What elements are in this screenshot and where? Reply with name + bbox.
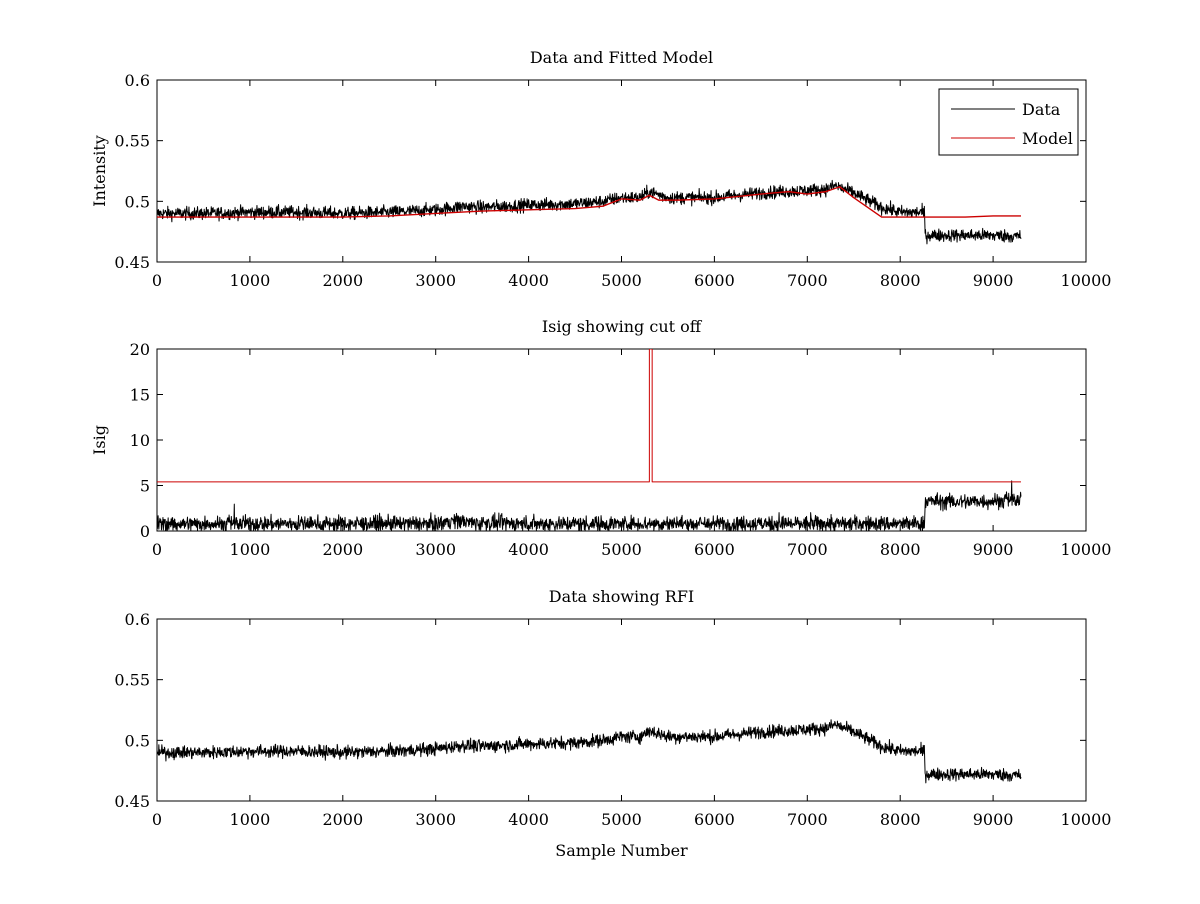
series-group xyxy=(157,719,1022,784)
y-axis-label: Intensity xyxy=(90,135,109,207)
series-line-1 xyxy=(157,480,1022,531)
x-tick-label: 3000 xyxy=(415,810,456,829)
x-tick-label: 1000 xyxy=(230,540,271,559)
x-tick-label: 10000 xyxy=(1061,540,1112,559)
chart-title: Isig showing cut off xyxy=(542,317,703,336)
legend: Data Model xyxy=(938,88,1079,156)
x-tick-label: 5000 xyxy=(601,540,642,559)
series-line-1 xyxy=(157,719,1022,784)
x-tick-label: 3000 xyxy=(415,271,456,290)
series-line-data xyxy=(157,179,1022,245)
x-tick-label: 5000 xyxy=(601,810,642,829)
subplot-2: 0 1000 2000 3000 4000 5000 6000 7000 8000 9000 100… xyxy=(90,317,1111,559)
y-tick-label: 0.5 xyxy=(125,192,150,211)
x-tick-label: 8000 xyxy=(880,540,921,559)
y-tick-label: 0.45 xyxy=(114,253,150,272)
x-tick-label: 9000 xyxy=(973,540,1014,559)
series-line-model xyxy=(157,186,1021,218)
chart-title: Data showing RFI xyxy=(549,587,694,606)
y-tick-label: 0.55 xyxy=(114,671,150,690)
series-group xyxy=(157,179,1022,245)
y-tick-label: 0.6 xyxy=(125,71,150,90)
x-axis-label: Sample Number xyxy=(555,841,688,860)
x-tick-label: 5000 xyxy=(601,271,642,290)
x-tick-label: 7000 xyxy=(787,810,828,829)
x-tick-label: 0 xyxy=(152,810,162,829)
series-group xyxy=(157,349,1022,531)
subplot-3: 0 1000 2000 3000 4000 5000 6000 7000 8000 9000 100… xyxy=(114,587,1111,860)
x-tick-label: 9000 xyxy=(973,810,1014,829)
x-tick-label: 6000 xyxy=(694,810,735,829)
x-tick-label: 7000 xyxy=(787,540,828,559)
x-tick-label: 9000 xyxy=(973,271,1014,290)
x-tick-label: 10000 xyxy=(1061,810,1112,829)
x-tick-label: 1000 xyxy=(230,271,271,290)
x-tick-label: 2000 xyxy=(322,271,363,290)
x-tick-label: 10000 xyxy=(1061,271,1112,290)
y-tick-label: 0.45 xyxy=(114,792,150,811)
legend-label-model: Model xyxy=(1022,129,1073,148)
x-tick-label: 8000 xyxy=(880,810,921,829)
x-tick-label: 4000 xyxy=(508,540,549,559)
legend-box xyxy=(938,88,1079,156)
y-tick-label: 5 xyxy=(140,477,150,496)
y-tick-label: 15 xyxy=(130,386,150,405)
chart-title: Data and Fitted Model xyxy=(530,48,713,67)
x-tick-label: 8000 xyxy=(880,271,921,290)
x-tick-label: 4000 xyxy=(508,810,549,829)
x-tick-label: 4000 xyxy=(508,271,549,290)
x-tick-label: 6000 xyxy=(694,540,735,559)
y-tick-label: 0 xyxy=(140,522,150,541)
x-tick-label: 2000 xyxy=(322,810,363,829)
y-axis-label: Isig xyxy=(90,425,109,455)
y-tick-label: 0.55 xyxy=(114,132,150,151)
x-tick-label: 3000 xyxy=(415,540,456,559)
x-tick-label: 0 xyxy=(152,540,162,559)
plot-area xyxy=(156,79,1087,263)
y-tick-label: 10 xyxy=(130,431,150,450)
y-tick-label: 20 xyxy=(130,340,150,359)
x-tick-label: 7000 xyxy=(787,271,828,290)
legend-label-data: Data xyxy=(1022,100,1061,119)
series-line-2 xyxy=(157,349,1021,483)
y-tick-label: 0.5 xyxy=(125,731,150,750)
x-tick-label: 2000 xyxy=(322,540,363,559)
y-tick-label: 0.6 xyxy=(125,610,150,629)
x-tick-label: 6000 xyxy=(694,271,735,290)
x-tick-label: 1000 xyxy=(230,810,271,829)
subplot-1: 0 1000 2000 3000 4000 5000 6000 7000 8000 9000 100… xyxy=(90,48,1111,290)
x-tick-label: 0 xyxy=(152,271,162,290)
